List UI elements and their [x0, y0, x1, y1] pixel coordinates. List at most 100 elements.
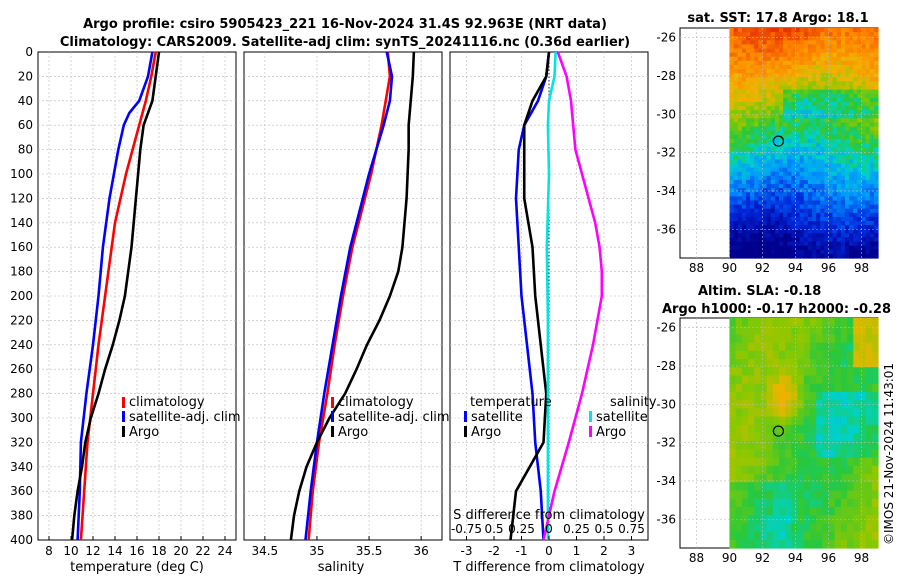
map-cell [840, 40, 846, 46]
map-cell [741, 114, 747, 119]
map-cell [828, 171, 834, 177]
map-cell [853, 449, 861, 459]
map-cell [832, 28, 838, 33]
map-cell [754, 318, 762, 327]
map-cell [787, 216, 792, 222]
map-cell [828, 326, 836, 336]
map-cell [733, 253, 739, 259]
map-cell [853, 179, 858, 185]
map-cell [807, 175, 813, 181]
map-cell [754, 134, 759, 140]
map-cell [812, 122, 817, 128]
map-cell [845, 97, 850, 103]
map-cell [803, 253, 809, 259]
map-cell [729, 416, 737, 426]
map-cell [807, 179, 813, 185]
temperature-panel: 8 10 12 14 16 18 20 22 24 0204060801001201401601… [10, 45, 241, 575]
map-cell [859, 383, 867, 393]
map-cell [803, 359, 811, 368]
map-cell [849, 130, 854, 136]
map-cell [741, 171, 747, 177]
map-cell [820, 64, 825, 70]
map-cell [746, 237, 751, 243]
map-cell [729, 143, 735, 148]
map-cell [853, 245, 858, 251]
map-cell [795, 52, 801, 58]
map-cell [803, 126, 809, 132]
map-cell [859, 326, 867, 336]
map-cell [836, 249, 842, 255]
salinity-xlabel: salinity [318, 560, 365, 575]
map-cell [803, 77, 809, 82]
map-cell [828, 163, 834, 169]
map-cell [741, 490, 749, 500]
map-cell [836, 28, 842, 33]
map-cell [779, 184, 784, 189]
map-cell [733, 159, 739, 165]
map-cell [762, 208, 768, 214]
map-cell [729, 73, 735, 78]
map-cell [834, 474, 842, 483]
map-cell [783, 44, 788, 50]
map-cell [840, 245, 846, 251]
map-cell [758, 81, 764, 87]
map-cell [834, 375, 842, 385]
map-cell [803, 424, 811, 434]
map-cell [873, 147, 879, 152]
map-cell [766, 253, 772, 259]
map-cell [750, 184, 755, 189]
map-cell [834, 350, 842, 360]
map-cell [820, 241, 825, 247]
map-cell [816, 457, 823, 467]
map-cell [824, 241, 830, 247]
map-cell [779, 221, 784, 226]
map-cell [861, 69, 867, 74]
map-cell [746, 249, 751, 255]
map-cell [840, 179, 846, 185]
map-cell [824, 155, 830, 161]
map-cell [774, 93, 780, 99]
map-cell [816, 375, 823, 385]
map-cell [816, 89, 821, 95]
map-cell [871, 350, 879, 360]
map-cell [816, 163, 821, 169]
map-cell [865, 253, 871, 259]
map-cell [762, 192, 768, 197]
map-cell [816, 60, 821, 66]
map-cell [762, 73, 768, 78]
map-cell [812, 204, 817, 210]
map-cell [729, 359, 737, 368]
map-cell [748, 523, 755, 533]
map-cell [762, 89, 768, 95]
map-cell [849, 175, 854, 181]
map-cell [812, 56, 817, 62]
map-cell [799, 114, 805, 119]
map-cell [772, 457, 780, 467]
map-cell [803, 433, 811, 442]
map-cell [853, 93, 858, 99]
map-cell [865, 490, 873, 500]
map-cell [787, 167, 792, 173]
map-cell [871, 457, 879, 467]
map-cell [853, 171, 858, 177]
map-cell [758, 229, 764, 234]
map-cell [733, 69, 739, 74]
map-cell [779, 241, 784, 247]
map-cell [774, 81, 780, 87]
map-cell [836, 179, 842, 185]
map-cell [779, 539, 786, 549]
map-cell [840, 188, 846, 193]
map-cell [791, 89, 797, 95]
map-cell [807, 77, 813, 82]
map-cell [865, 110, 871, 115]
map-cell [849, 249, 854, 255]
map-cell [845, 249, 850, 255]
map-cell [869, 155, 875, 161]
map-cell [865, 221, 871, 226]
map-cell [865, 498, 873, 508]
map-cell [816, 233, 821, 239]
map-cell [799, 245, 805, 251]
map-cell [840, 229, 846, 234]
map-cell [779, 155, 784, 161]
map-cell [820, 85, 825, 91]
